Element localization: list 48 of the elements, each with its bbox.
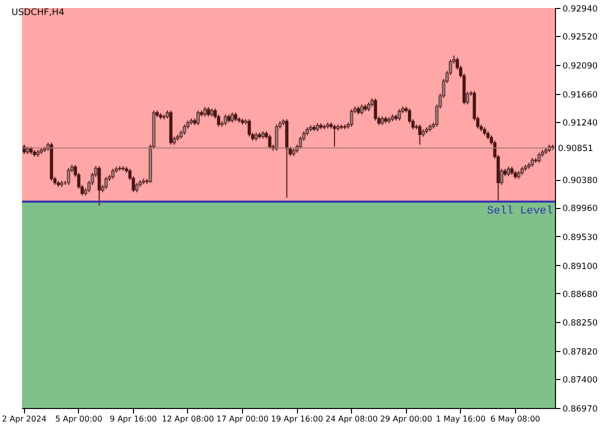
y-tick-label: 0.90380: [562, 176, 598, 186]
candlestick: [196, 110, 200, 126]
y-tick-label: 0.89960: [562, 204, 598, 214]
x-tick-label: 1 May 16:00: [436, 414, 486, 424]
x-tick-label: 17 Apr 00:00: [216, 414, 269, 424]
candlestick: [248, 118, 251, 138]
candlestick: [332, 124, 336, 148]
candlestick: [350, 108, 354, 128]
y-tick-label: 0.92520: [562, 32, 598, 43]
candlestick: [111, 168, 114, 180]
x-tick-label: 24 Apr 08:00: [326, 414, 378, 424]
candlestick: [398, 108, 401, 122]
candlestick: [182, 124, 186, 136]
y-tick-label: 0.87820: [562, 348, 598, 358]
y-tick-label: 0.92090: [562, 61, 598, 72]
candlestick: [203, 106, 207, 118]
y-tick-label: 0.87400: [562, 376, 598, 386]
candlestick: [360, 104, 364, 116]
candlestick: [374, 98, 378, 122]
x-tick-label: 9 Apr 16:00: [110, 414, 157, 424]
x-tick-label: 6 May 08:00: [490, 414, 540, 424]
y-tick-label: 0.88250: [562, 318, 598, 329]
candlestick: [206, 106, 210, 118]
x-tick-label: 19 Apr 16:00: [270, 414, 324, 424]
y-tick-label: 0.92940: [562, 4, 598, 14]
ref-line-label: Sell Level: [486, 206, 553, 218]
candlestick: [66, 168, 70, 186]
y-tick-label: 0.91240: [562, 118, 598, 128]
x-tick-label: 29 Apr 00:00: [380, 414, 432, 424]
candlestick: [506, 166, 510, 177]
y-tick-label: 0.89100: [562, 262, 598, 272]
candlestick: [224, 114, 228, 126]
candlestick: [135, 182, 138, 193]
candlestick: [104, 176, 108, 190]
y-tick-label: 0.88680: [562, 290, 598, 300]
chart-title: USDCHF,H4: [12, 8, 65, 18]
ref-line-label: 0.90851: [558, 144, 594, 154]
x-tick-label: 5 Apr 00:00: [55, 414, 102, 424]
y-tick-label: 0.91660: [562, 90, 598, 100]
x-tick-label: 2 Apr 2024: [2, 414, 46, 424]
candlestick: [538, 152, 541, 164]
candlestick: [268, 134, 272, 150]
candlestick: [98, 166, 101, 206]
y-tick-label: 0.86970: [562, 404, 598, 414]
candlestick: [230, 112, 234, 124]
y-tick-label: 0.89530: [562, 232, 598, 243]
candlestick: [418, 124, 422, 146]
x-tick-label: 12 Apr 08:00: [162, 414, 214, 424]
